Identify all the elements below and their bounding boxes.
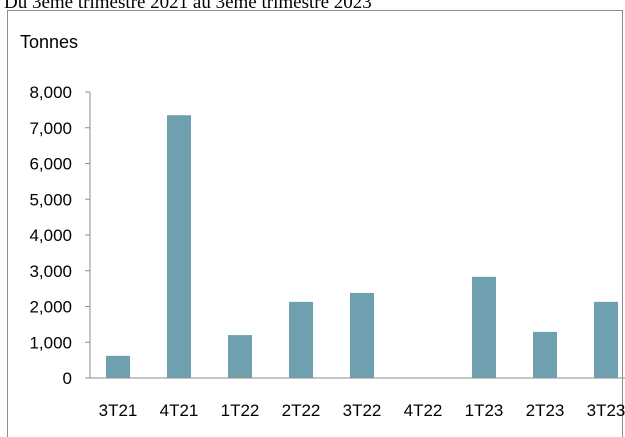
bar-2T22 — [289, 301, 313, 378]
bar-2T23 — [533, 331, 557, 378]
x-tick-label: 1T23 — [465, 401, 504, 420]
x-tick-label: 2T23 — [526, 401, 565, 420]
x-tick-label: 3T22 — [343, 401, 382, 420]
y-tick-label: 4,000 — [29, 226, 72, 245]
bar-3T21 — [106, 355, 130, 378]
chart-subtitle: Du 3eme trimestre 2021 au 3eme trimestre… — [4, 0, 372, 13]
bars — [106, 115, 618, 379]
x-tick-label: 3T23 — [587, 401, 625, 420]
y-tick-label: 3,000 — [29, 262, 72, 281]
x-tick-label: 4T22 — [404, 401, 443, 420]
bar-1T22 — [228, 335, 252, 378]
y-tick-label: 6,000 — [29, 155, 72, 174]
y-tick-label: 0 — [63, 369, 72, 388]
bar-1T23 — [472, 276, 496, 378]
y-axis-unit-label: Tonnes — [20, 32, 79, 52]
y-tick-label: 1,000 — [29, 333, 72, 352]
x-tick-label: 3T21 — [99, 401, 138, 420]
bar-4T21 — [167, 115, 191, 379]
y-tick-label: 5,000 — [29, 190, 72, 209]
x-tick-label: 1T22 — [221, 401, 260, 420]
x-tick-label: 4T21 — [160, 401, 199, 420]
y-tick-label: 7,000 — [29, 119, 72, 138]
x-tick-label: 2T22 — [282, 401, 321, 420]
y-tick-label: 8,000 — [29, 83, 72, 102]
bar-3T23 — [594, 301, 618, 378]
bar-3T22 — [350, 292, 374, 378]
y-tick-label: 2,000 — [29, 298, 72, 317]
chart-frame — [7, 10, 623, 437]
y-axis-ticks: 0 1,000 2,000 3,000 4,000 5,000 6,000 7,000 8,00… — [29, 83, 90, 388]
x-axis-labels: 3T21 4T21 1T22 2T22 3T22 4T22 1T23 2T23 3T23 — [99, 401, 625, 420]
